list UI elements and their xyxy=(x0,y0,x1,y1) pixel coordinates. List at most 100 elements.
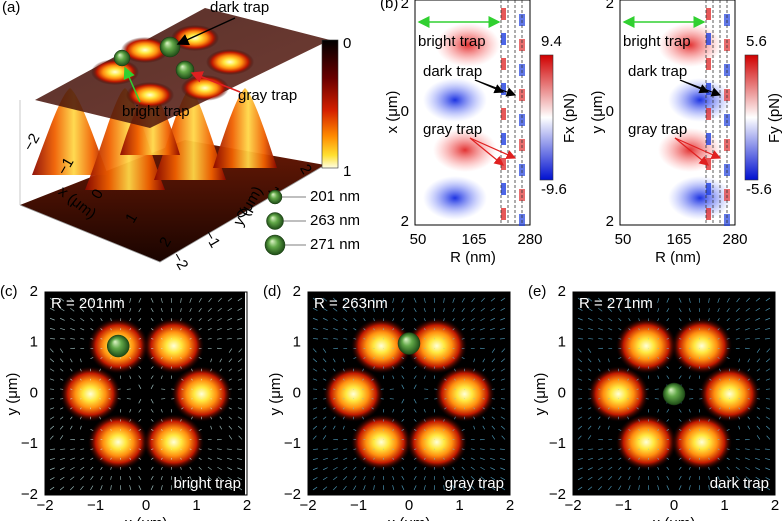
force-stripe xyxy=(706,58,711,70)
force-arrow xyxy=(150,318,154,322)
force-arrow xyxy=(49,425,55,430)
force-arrow xyxy=(756,425,761,430)
label: 1 xyxy=(293,334,301,351)
force-arrow xyxy=(171,388,175,390)
force-arrow xyxy=(588,338,594,340)
force-arrow xyxy=(110,328,112,331)
force-arrow xyxy=(628,318,631,322)
force-arrow xyxy=(180,357,182,359)
intensity-map xyxy=(308,292,510,495)
force-arrow xyxy=(688,466,691,470)
force-arrow xyxy=(424,388,429,390)
force-arrow xyxy=(70,317,75,322)
force-arrow xyxy=(678,457,682,460)
force-arrow xyxy=(237,477,243,481)
force-arrow xyxy=(150,408,154,413)
force-arrow xyxy=(688,328,691,331)
force-arrow xyxy=(373,457,375,460)
arrow xyxy=(123,66,141,103)
force-arrow xyxy=(598,378,601,381)
force-arrow xyxy=(228,368,233,372)
force-arrow xyxy=(198,328,202,331)
force-arrow xyxy=(452,318,455,322)
intensity-column xyxy=(154,88,226,180)
force-arrow xyxy=(353,429,357,431)
force-arrow xyxy=(491,378,496,381)
force-arrow xyxy=(343,307,348,312)
force-arrow xyxy=(129,338,132,340)
force-arrow xyxy=(362,407,364,410)
label: 50 xyxy=(615,231,632,248)
force-arrow xyxy=(755,476,761,481)
force-arrow xyxy=(343,358,345,363)
force-arrow xyxy=(189,429,192,431)
force-arrow xyxy=(636,398,639,400)
force-arrow xyxy=(392,328,395,331)
force-arrow xyxy=(129,375,132,379)
force-arrow xyxy=(150,475,154,481)
force-arrow xyxy=(208,485,212,491)
map-frame xyxy=(572,291,776,496)
force-arrow xyxy=(49,435,54,440)
force-arrow xyxy=(228,407,233,410)
force-arrow xyxy=(473,425,475,430)
intensity-lobe xyxy=(615,414,677,470)
force-arrow xyxy=(452,338,455,340)
force-arrow xyxy=(138,429,142,431)
force-arrow xyxy=(312,348,317,353)
force-arrow xyxy=(219,368,223,372)
force-arrow xyxy=(717,429,720,431)
intensity-lobe xyxy=(323,366,384,422)
force-arrow xyxy=(598,398,601,400)
label: (b) xyxy=(380,0,398,12)
force-arrow xyxy=(627,388,629,390)
force-lobe xyxy=(436,23,500,67)
force-arrow xyxy=(587,317,593,321)
force-arrow xyxy=(401,357,405,359)
force-arrow xyxy=(150,448,154,450)
force-arrow xyxy=(628,328,631,331)
force-arrow xyxy=(353,475,357,481)
force-arrow xyxy=(480,297,485,302)
force-arrow xyxy=(49,467,55,471)
force-arrow xyxy=(216,338,222,340)
force-arrow xyxy=(323,457,329,460)
force-arrow xyxy=(754,328,760,331)
force-arrow xyxy=(708,318,710,322)
force-arrow xyxy=(756,398,760,400)
force-arrow xyxy=(627,398,629,400)
force-arrow xyxy=(628,448,631,450)
force-arrow xyxy=(473,358,475,363)
force-arrow xyxy=(322,467,328,471)
force-arrow xyxy=(160,457,163,460)
force-arrow xyxy=(577,358,583,363)
force-arrow xyxy=(160,357,163,359)
force-arrow xyxy=(471,485,475,491)
force-arrow xyxy=(726,457,730,460)
force-arrow xyxy=(210,425,212,430)
force-arrow xyxy=(237,378,243,381)
force-arrow xyxy=(678,375,682,380)
force-arrow xyxy=(708,419,710,422)
force-arrow xyxy=(717,318,720,322)
force-arrow xyxy=(423,328,426,331)
force-arrow xyxy=(60,328,66,331)
force-arrow xyxy=(618,297,622,303)
force-arrow xyxy=(587,416,592,420)
label: dark trap xyxy=(628,63,687,80)
force-arrow xyxy=(423,308,426,312)
force-arrow xyxy=(688,366,691,369)
intensity-lobe xyxy=(60,366,121,422)
force-arrow xyxy=(343,388,345,390)
force-arrow xyxy=(312,425,318,430)
force-arrow xyxy=(313,338,319,340)
label: gray trap xyxy=(423,121,482,138)
force-arrow xyxy=(210,398,212,400)
label: x (μm) xyxy=(388,515,431,521)
force-stripe xyxy=(706,83,711,95)
force-arrow xyxy=(49,317,55,321)
force-arrow xyxy=(678,307,682,313)
force-arrow xyxy=(322,368,327,372)
force-arrow xyxy=(333,466,338,471)
force-arrow xyxy=(423,419,426,422)
